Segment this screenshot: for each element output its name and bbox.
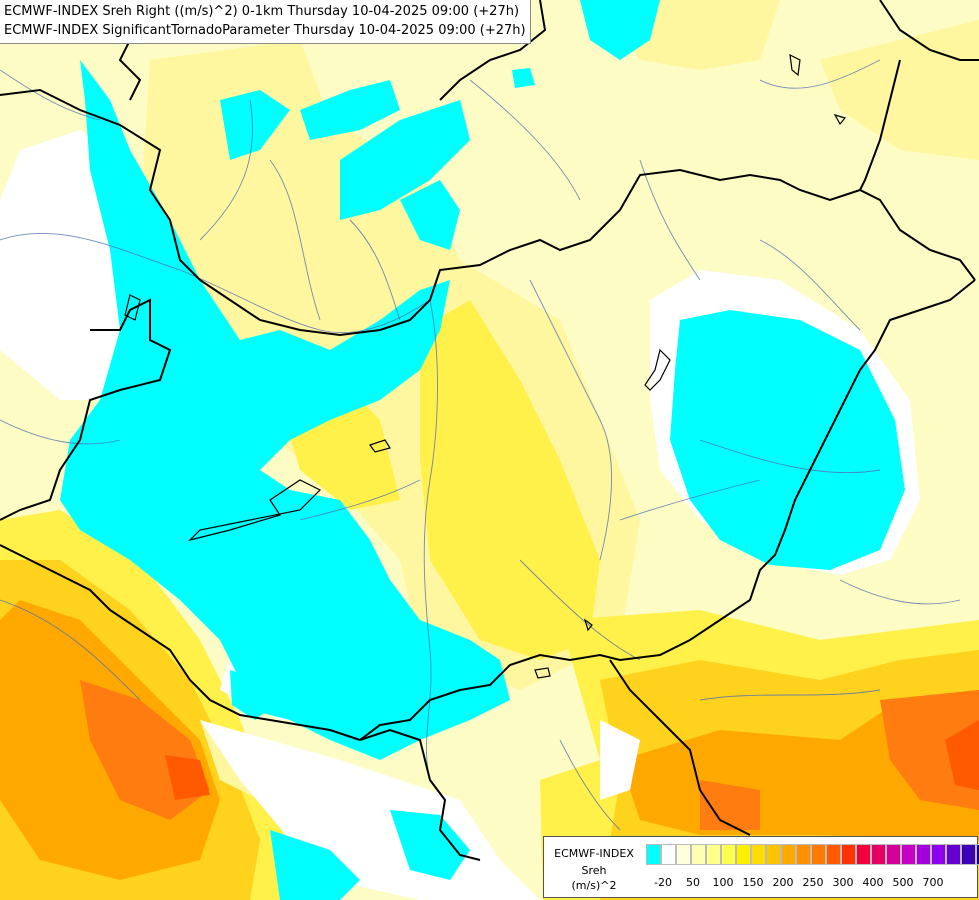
legend-tick-label: 300 xyxy=(832,876,854,889)
legend-swatch xyxy=(916,844,931,865)
legend-swatch xyxy=(706,844,721,865)
legend-tick-label: 200 xyxy=(772,876,794,889)
legend-swatch xyxy=(751,844,766,865)
legend-swatch xyxy=(721,844,736,865)
legend-model-label: ECMWF-INDEX xyxy=(554,847,634,860)
legend-swatch xyxy=(646,844,661,865)
legend-swatch xyxy=(871,844,886,865)
legend-tick-label: 500 xyxy=(892,876,914,889)
legend-swatch xyxy=(766,844,781,865)
legend-swatch xyxy=(811,844,826,865)
legend-tick-label: 250 xyxy=(802,876,824,889)
legend-swatch xyxy=(901,844,916,865)
legend-swatches xyxy=(646,844,979,865)
legend-tick-label: -20 xyxy=(654,876,672,889)
map-title-box: ECMWF-INDEX Sreh Right ((m/s)^2) 0-1km T… xyxy=(0,0,531,44)
title-line-2: ECMWF-INDEX SignificantTornadoParameter … xyxy=(4,23,526,38)
legend-swatch xyxy=(796,844,811,865)
legend-swatch xyxy=(781,844,796,865)
borders xyxy=(0,0,979,861)
legend-swatch xyxy=(976,844,979,865)
legend-tick-label: 50 xyxy=(686,876,700,889)
legend-swatch xyxy=(931,844,946,865)
legend-swatch xyxy=(886,844,901,865)
color-legend: ECMWF-INDEX Sreh (m/s)^2 -20 50 100 150 200 2… xyxy=(543,836,979,898)
legend-swatch xyxy=(736,844,751,865)
legend-tick-label: 400 xyxy=(862,876,884,889)
legend-swatch xyxy=(841,844,856,865)
rivers xyxy=(0,59,961,831)
legend-tick-label: 700 xyxy=(922,876,944,889)
legend-swatch xyxy=(676,844,691,865)
legend-swatch xyxy=(946,844,961,865)
legend-swatch xyxy=(661,844,676,865)
legend-swatch xyxy=(856,844,871,865)
legend-swatch xyxy=(826,844,841,865)
title-line-1: ECMWF-INDEX Sreh Right ((m/s)^2) 0-1km T… xyxy=(4,4,520,19)
legend-unit-label: (m/s)^2 xyxy=(571,879,617,892)
legend-tick-label: 100 xyxy=(712,876,734,889)
legend-swatch xyxy=(961,844,976,865)
lakes xyxy=(124,53,847,679)
legend-tick-label: 150 xyxy=(742,876,764,889)
legend-swatch xyxy=(691,844,706,865)
legend-param-label: Sreh xyxy=(581,864,607,877)
